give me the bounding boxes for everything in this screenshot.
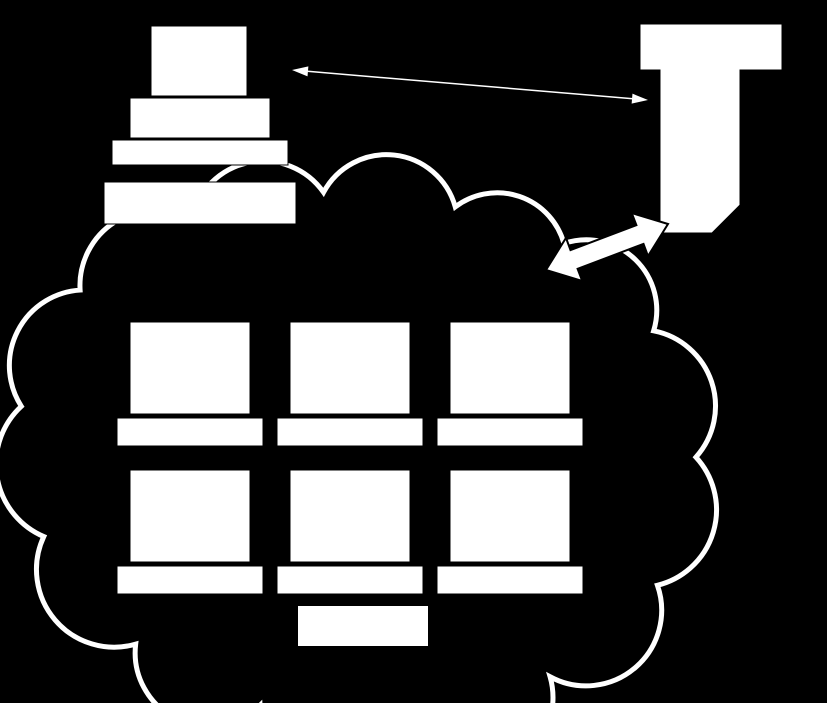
laptop-base bbox=[277, 566, 423, 594]
laptop-screen bbox=[290, 470, 410, 562]
laptop-base bbox=[117, 566, 263, 594]
label-box bbox=[298, 606, 428, 646]
server-tier-1 bbox=[130, 98, 270, 138]
server-tier-3 bbox=[104, 182, 296, 224]
laptop-screen bbox=[130, 322, 250, 414]
server-tier-2 bbox=[112, 140, 288, 165]
laptop-base bbox=[277, 418, 423, 446]
laptop-row1-1 bbox=[117, 322, 263, 446]
laptop-base bbox=[117, 418, 263, 446]
laptop-row2-3 bbox=[437, 470, 583, 594]
laptop-screen bbox=[450, 322, 570, 414]
laptop-screen bbox=[450, 470, 570, 562]
laptop-base bbox=[437, 418, 583, 446]
network-diagram bbox=[0, 0, 827, 703]
laptop-row2-1 bbox=[117, 470, 263, 594]
laptop-row1-3 bbox=[437, 322, 583, 446]
server-tier-0 bbox=[151, 26, 247, 96]
laptop-row1-2 bbox=[277, 322, 423, 446]
laptop-base bbox=[437, 566, 583, 594]
laptop-row2-2 bbox=[277, 470, 423, 594]
laptop-screen bbox=[130, 470, 250, 562]
laptop-screen bbox=[290, 322, 410, 414]
